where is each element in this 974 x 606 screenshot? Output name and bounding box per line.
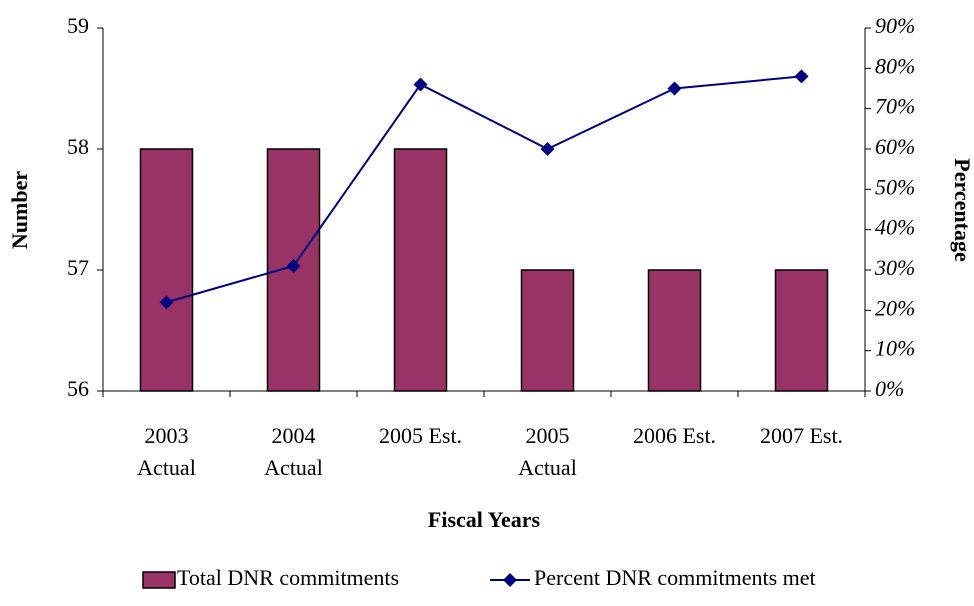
x-tick-label: 2004 Actual	[264, 423, 323, 480]
legend-swatch	[142, 571, 176, 589]
legend-label: Total DNR commitments	[177, 565, 399, 590]
marker	[159, 295, 174, 310]
y2-tick-label: 80%	[875, 53, 915, 78]
y2-tick-label: 30%	[874, 255, 915, 280]
y-axis-title: Number	[7, 171, 32, 249]
marker	[286, 258, 301, 273]
y2-tick-label: 90%	[875, 13, 915, 38]
legend-marker	[503, 573, 517, 587]
y-tick-label: 59	[67, 13, 89, 38]
marker	[413, 77, 428, 92]
bar	[393, 148, 448, 392]
x-tick-label: 2005 Actual	[518, 423, 577, 480]
y2-axis-title: Percentage	[950, 158, 974, 262]
y-tick-label: 58	[67, 134, 89, 159]
marker	[667, 81, 682, 96]
y2-tick-label: 50%	[875, 174, 915, 199]
marker	[540, 142, 555, 156]
y2-tick-label: 10%	[875, 336, 915, 361]
x-tick-label: 2005 Est.	[379, 423, 462, 448]
y-tick-label: 56	[67, 376, 89, 401]
x-tick-label: 2006 Est.	[633, 423, 716, 448]
bar	[774, 269, 829, 392]
x-tick-label: 2007 Est.	[760, 423, 843, 448]
y2-tick-label: 40%	[875, 215, 915, 240]
bar	[139, 148, 194, 392]
y2-tick-label: 60%	[875, 134, 915, 159]
bar	[647, 269, 702, 392]
line	[166, 75, 802, 304]
x-axis-title: Fiscal Years	[428, 507, 541, 532]
y-tick-label: 57	[67, 255, 89, 280]
legend-label: Percent DNR commitments met	[534, 565, 816, 590]
marker	[794, 69, 809, 84]
x-tick-label: 2003 Actual	[137, 423, 196, 480]
y2-tick-label: 70%	[875, 94, 915, 119]
y2-tick-label: 0%	[875, 376, 904, 401]
y2-tick-label: 20%	[875, 295, 915, 320]
bar	[520, 269, 575, 392]
